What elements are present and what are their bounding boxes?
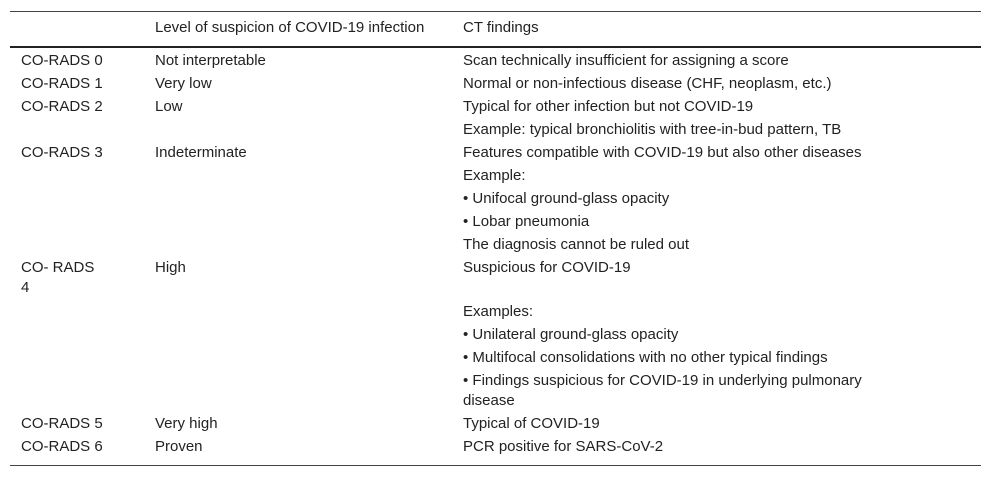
- findings-cell: Features compatible with COVID-19 but al…: [452, 143, 981, 258]
- finding: The diagnosis cannot be ruled out: [463, 236, 689, 253]
- finding: PCR positive for SARS-CoV-2: [463, 438, 664, 455]
- finding: Typical for other infection but not COVI…: [463, 98, 754, 115]
- level-cell: Not interpretable: [155, 52, 266, 69]
- code-cell: CO-RADS 0: [10, 47, 144, 74]
- code-cell: CO-RADS 3: [10, 143, 144, 258]
- header-cell: Level of suspicion of COVID-19 infection: [155, 19, 425, 36]
- table-row: CO-RADS 0 Not interpretable Scan technical…: [10, 47, 981, 74]
- code-cell: CO- RADS 4: [10, 258, 144, 414]
- table-row: CO-RADS 3 Indeterminate Features compatibl…: [10, 143, 981, 258]
- level-cell: Very high: [155, 415, 218, 432]
- findings-cell: Suspicious for COVID-19 Examples: • Unilat…: [452, 258, 981, 414]
- code: CO-RADS 2: [21, 98, 103, 115]
- findings-cell: Normal or non-infectious disease (CHF, n…: [452, 74, 981, 97]
- finding: • Unilateral ground-glass opacity: [463, 326, 679, 343]
- findings-cell: Typical for other infection but not COVI…: [452, 97, 981, 143]
- finding: Features compatible with COVID-19 but al…: [463, 144, 862, 161]
- table-body: CO-RADS 0 Not interpretable Scan technical…: [10, 47, 981, 466]
- code: CO-RADS 6: [21, 438, 103, 455]
- finding: Typical of COVID-19: [463, 415, 600, 432]
- finding: • Lobar pneumonia: [463, 213, 590, 230]
- table: Level of suspicion of COVID-19 infection…: [10, 11, 981, 466]
- header-cell: CT findings: [463, 19, 539, 36]
- findings-cell: Typical of COVID-19: [452, 414, 981, 437]
- table-row: CO-RADS 6 Proven PCR positive for SARS-CoV…: [10, 437, 981, 466]
- finding: Scan technically insufficient for assign…: [463, 52, 789, 69]
- finding: Normal or non-infectious disease (CHF, n…: [463, 75, 832, 92]
- level-cell: Proven: [155, 438, 203, 455]
- finding: Example: typical bronchiolitis with tree…: [463, 121, 842, 138]
- level-cell: Very low: [155, 75, 212, 92]
- findings-cell: PCR positive for SARS-CoV-2: [452, 437, 981, 466]
- code: CO-RADS 5: [21, 415, 103, 432]
- code-cell: CO-RADS 6: [10, 437, 144, 466]
- code: CO-RADS 3: [21, 144, 103, 161]
- table-row: CO-RADS 2 Low Typical for other infection …: [10, 97, 981, 143]
- level-cell: High: [155, 259, 186, 276]
- finding: • Multifocal consolidations with no othe…: [463, 349, 828, 366]
- level-cell: Low: [155, 98, 183, 115]
- code: CO-RADS 0: [21, 52, 103, 69]
- code-cell: CO-RADS 5: [10, 414, 144, 437]
- code-cell: CO-RADS 1: [10, 74, 144, 97]
- table-row: CO-RADS 1 Very low Normal or non-infectiou…: [10, 74, 981, 97]
- header-row: Level of suspicion of COVID-19 infection…: [10, 11, 981, 48]
- finding: • Unifocal ground-glass opacity: [463, 190, 670, 207]
- code-cell: CO-RADS 2: [10, 97, 144, 143]
- level-cell: Indeterminate: [155, 144, 247, 161]
- finding: • Findings suspicious for COVID-19 in un…: [463, 372, 862, 409]
- header-cell: [10, 12, 144, 48]
- code: CO- RADS 4: [21, 259, 95, 296]
- table-header: Level of suspicion of COVID-19 infection…: [10, 11, 981, 48]
- table-row: CO-RADS 5 Very high Typical of COVID-19: [10, 414, 981, 437]
- finding: Suspicious for COVID-19: [463, 259, 631, 276]
- code: CO-RADS 1: [21, 75, 103, 92]
- finding: Examples:: [463, 303, 534, 320]
- table-row: CO- RADS 4 High Suspicious for COVID-19 Exa…: [10, 258, 981, 414]
- finding: Example:: [463, 167, 526, 184]
- findings-cell: Scan technically insufficient for assign…: [452, 47, 981, 74]
